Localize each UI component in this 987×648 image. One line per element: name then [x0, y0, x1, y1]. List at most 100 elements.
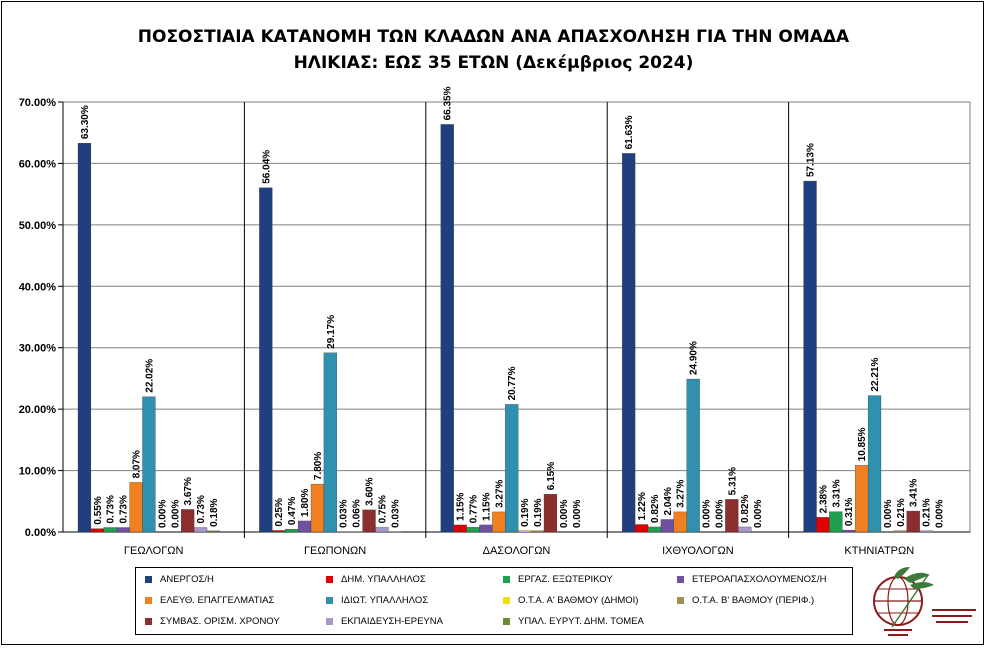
- data-label: 0.55%: [93, 496, 104, 524]
- legend-swatch: [677, 576, 684, 583]
- legend-item: Ο.Τ.Α. Β' ΒΑΘΜΟΥ (ΠΕΡΙΦ.): [677, 595, 814, 606]
- bar: [893, 530, 907, 533]
- bar: [543, 494, 558, 533]
- legend-label: ΔΗΜ. ΥΠΑΛΛΗΛΟΣ: [341, 574, 426, 585]
- bar: [206, 530, 221, 533]
- data-label: 0.21%: [922, 498, 933, 526]
- legend-label: ΕΡΓΑΖ. ΕΞΩΤΕΡΙΚΟΥ: [518, 574, 613, 585]
- data-label: 20.77%: [507, 366, 518, 400]
- data-label: 0.18%: [209, 498, 220, 526]
- bar: [272, 530, 286, 533]
- data-label: 2.38%: [818, 485, 829, 513]
- data-label: 3.60%: [365, 477, 376, 505]
- bar: [323, 352, 337, 533]
- legend-swatch: [326, 576, 333, 583]
- legend-label: ΑΝΕΡΓΟΣ/Η: [160, 574, 214, 585]
- bar: [310, 483, 325, 533]
- bar: [622, 153, 636, 533]
- legend-swatch: [145, 576, 152, 583]
- bar: [479, 524, 493, 533]
- data-label: 3.41%: [909, 479, 920, 507]
- legend-label: ΕΛΕΥΘ. ΕΠΑΓΓΕΛΜΑΤΙΑΣ: [160, 595, 275, 606]
- y-tick-label: 20.00%: [19, 404, 57, 416]
- legend-item: ΔΗΜ. ΥΠΑΛΛΗΛΟΣ: [326, 574, 426, 585]
- data-label: 0.25%: [274, 498, 285, 526]
- bar: [77, 143, 92, 533]
- legend-item: Ο.Τ.Α. Α' ΒΑΘΜΟΥ (ΔΗΜΟΙ): [503, 595, 638, 606]
- legend-item: ΑΝΕΡΓΟΣ/Η: [145, 574, 214, 585]
- bar: [906, 510, 920, 533]
- x-category-label: ΔΑΣΟΛΟΓΩΝ: [483, 545, 551, 557]
- bar: [855, 465, 869, 533]
- legend-item: ΕΛΕΥΘ. ΕΠΑΓΓΕΛΜΑΤΙΑΣ: [145, 595, 274, 606]
- data-label: 0.77%: [469, 495, 480, 523]
- legend-item: ΕΡΓΑΖ. ΕΞΩΤΕΡΙΚΟΥ: [503, 574, 613, 585]
- bar: [686, 378, 700, 533]
- data-label: 10.85%: [857, 427, 868, 461]
- x-category-label: ΙΧΘΥΟΛΟΓΩΝ: [662, 545, 734, 557]
- data-label: 57.13%: [806, 143, 817, 177]
- data-label: 0.75%: [377, 495, 388, 523]
- data-label: 1.15%: [481, 492, 492, 520]
- chart-title-line2: ΗΛΙΚΙΑΣ: ΕΩΣ 35 ΕΤΩΝ (Δεκέμβριος 2024): [293, 53, 694, 73]
- legend-label: Ο.Τ.Α. Α' ΒΑΘΜΟΥ (ΔΗΜΟΙ): [518, 595, 639, 606]
- data-label: 0.82%: [650, 494, 661, 522]
- legend-swatch: [503, 576, 510, 583]
- bar: [90, 528, 104, 533]
- data-label: 0.00%: [157, 500, 168, 528]
- bar: [142, 396, 156, 533]
- data-label: 56.04%: [261, 150, 272, 184]
- data-label: 0.00%: [753, 500, 764, 528]
- data-label: 0.00%: [935, 500, 946, 528]
- legend-item: ΥΠΑΛ. ΕΥΡΥΤ. ΔΗΜ. ΤΟΜΕΑ: [503, 616, 644, 627]
- data-label: 6.15%: [546, 462, 557, 490]
- bar: [518, 530, 532, 533]
- data-label: 0.00%: [170, 500, 181, 528]
- data-label: 0.47%: [287, 497, 298, 525]
- y-tick-label: 70.00%: [19, 97, 57, 109]
- data-label: 0.00%: [572, 500, 583, 528]
- bar: [530, 530, 545, 533]
- legend-item: ΙΔΙΩΤ. ΥΠΑΛΛΗΛΟΣ: [326, 595, 428, 606]
- y-tick-label: 50.00%: [19, 220, 57, 232]
- chart-legend: ΑΝΕΡΓΟΣ/Η ΔΗΜ. ΥΠΑΛΛΗΛΟΣ ΕΡΓΑΖ. ΕΞΩΤΕΡΙΚΟΥ…: [135, 567, 853, 635]
- data-label: 1.80%: [300, 488, 311, 516]
- legend-swatch: [677, 597, 684, 604]
- data-label: 0.19%: [520, 498, 531, 526]
- bar: [116, 527, 130, 533]
- data-label: 3.27%: [494, 479, 505, 507]
- legend-item: ΣΥΜΒΑΣ. ΟΡΙΣΜ. ΧΡΟΝΟΥ: [145, 616, 280, 627]
- legend-item: ΕΚΠΑΙΔΕΥΣΗ-ΕΡΕΥΝΑ: [326, 616, 443, 627]
- data-label: 0.00%: [714, 500, 725, 528]
- bar: [193, 527, 208, 533]
- legend-swatch: [503, 597, 510, 604]
- data-label: 0.21%: [896, 498, 907, 526]
- data-label: 0.00%: [702, 500, 713, 528]
- bar: [492, 511, 506, 533]
- legend-label: ΥΠΑΛ. ΕΥΡΥΤ. ΔΗΜ. ΤΟΜΕΑ: [518, 616, 644, 627]
- legend-item: ΕΤΕΡΟΑΠΑΣΧΟΛΟΥΜΕΝΟΣ/Η: [677, 574, 826, 585]
- bar: [842, 529, 856, 533]
- legend-swatch: [326, 597, 333, 604]
- data-label: 8.07%: [132, 450, 143, 478]
- bar: [259, 187, 273, 533]
- data-label: 0.73%: [119, 495, 130, 523]
- x-category-label: ΚΤΗΝΙΑΤΡΩΝ: [844, 545, 914, 557]
- bar: [725, 499, 739, 533]
- bar: [660, 519, 674, 533]
- y-tick-label: 60.00%: [19, 158, 57, 170]
- data-label: 24.90%: [689, 341, 700, 375]
- data-label: 0.19%: [533, 498, 544, 526]
- legend-swatch: [145, 597, 152, 604]
- bar: [738, 526, 752, 533]
- bar: [505, 404, 519, 533]
- data-label: 5.31%: [727, 467, 738, 495]
- data-label: 2.04%: [663, 487, 674, 515]
- data-label: 7.80%: [313, 452, 324, 480]
- data-label: 0.73%: [106, 495, 117, 523]
- bar: [297, 520, 312, 533]
- chart-title-line1: ΠΟΣΟΣΤΙΑΙΑ ΚΑΤΑΝΟΜΗ ΤΩΝ ΚΛΑΔΩΝ ΑΝΑ ΑΠΑΣΧ…: [137, 27, 850, 47]
- bar: [803, 180, 817, 533]
- bar: [103, 527, 117, 533]
- y-tick-label: 40.00%: [19, 281, 57, 293]
